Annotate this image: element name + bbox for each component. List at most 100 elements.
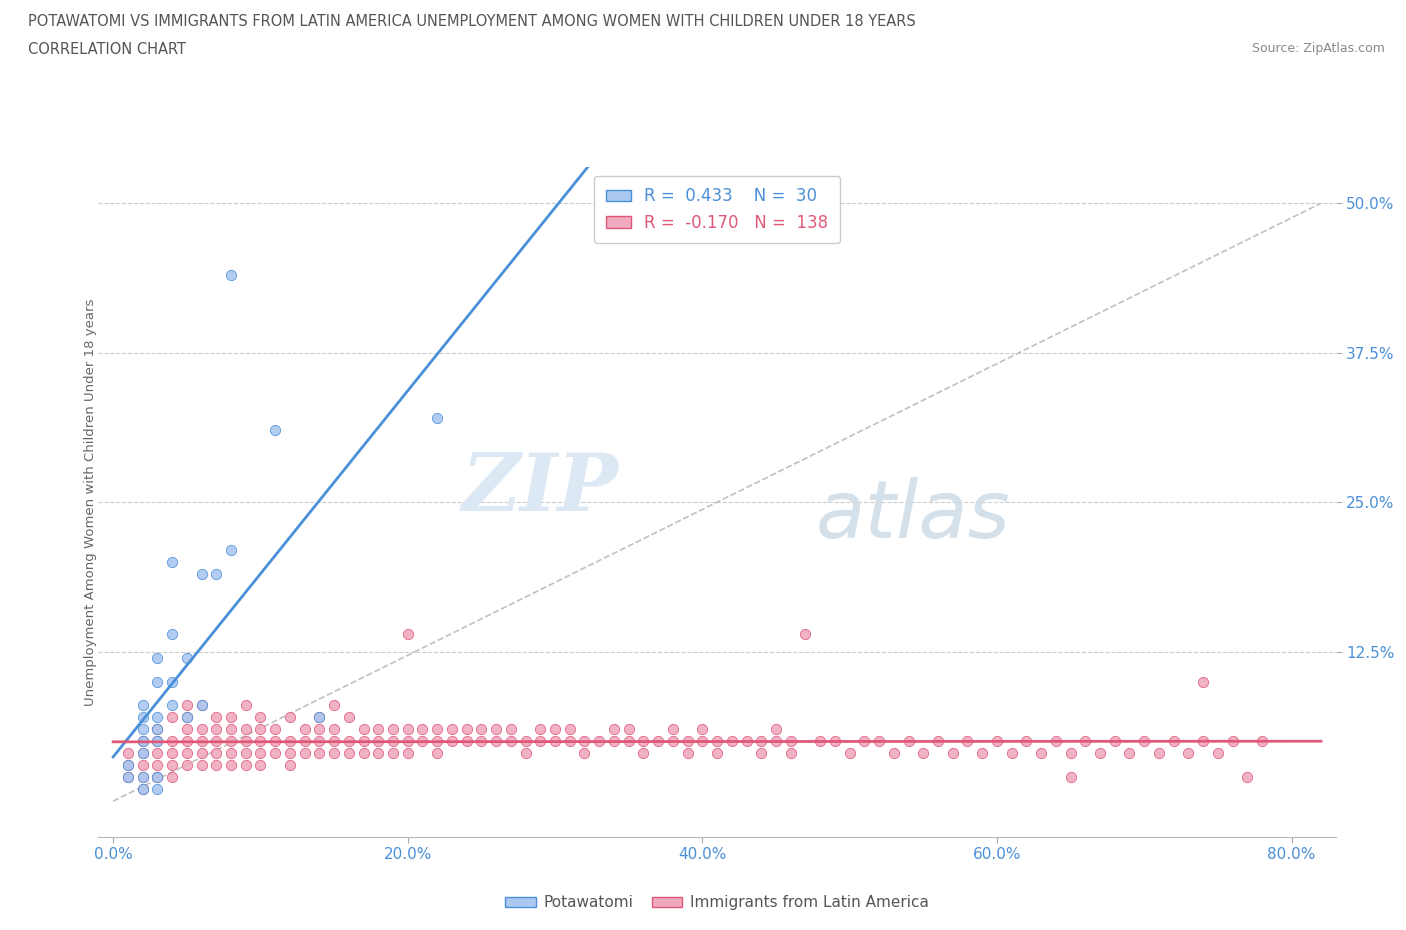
Point [219,746,242,761]
Point [426,722,449,737]
Point [205,566,228,581]
Point [131,746,153,761]
Point [160,746,183,761]
Point [956,734,979,749]
Point [706,734,728,749]
Point [824,734,846,749]
Point [485,734,508,749]
Point [117,770,139,785]
Point [426,734,449,749]
Point [176,746,198,761]
Point [160,626,183,641]
Point [765,722,787,737]
Point [411,722,433,737]
Point [499,722,522,737]
Point [146,722,169,737]
Point [706,746,728,761]
Point [1251,734,1274,749]
Point [249,746,271,761]
Point [235,734,257,749]
Point [515,734,537,749]
Point [353,722,375,737]
Point [131,782,153,797]
Point [294,734,316,749]
Point [367,722,389,737]
Point [1104,734,1126,749]
Point [219,268,242,283]
Point [367,734,389,749]
Point [308,710,330,724]
Point [249,722,271,737]
Point [190,746,212,761]
Point [323,698,346,713]
Point [853,734,876,749]
Point [160,770,183,785]
Point [662,734,685,749]
Point [382,746,405,761]
Point [779,734,801,749]
Point [1133,734,1156,749]
Point [692,722,714,737]
Point [176,710,198,724]
Point [986,734,1008,749]
Point [249,758,271,773]
Point [485,722,508,737]
Point [456,722,478,737]
Point [323,722,346,737]
Point [205,722,228,737]
Point [190,698,212,713]
Point [897,734,920,749]
Point [1059,770,1081,785]
Point [558,722,581,737]
Point [633,734,655,749]
Point [294,722,316,737]
Point [676,734,699,749]
Point [529,734,551,749]
Point [735,734,758,749]
Point [912,746,935,761]
Point [1088,746,1111,761]
Point [1192,734,1215,749]
Point [219,722,242,737]
Point [972,746,994,761]
Point [529,722,551,737]
Point [146,650,169,665]
Text: POTAWATOMI VS IMMIGRANTS FROM LATIN AMERICA UNEMPLOYMENT AMONG WOMEN WITH CHILDR: POTAWATOMI VS IMMIGRANTS FROM LATIN AMER… [28,14,915,29]
Point [278,746,301,761]
Point [588,734,610,749]
Point [160,698,183,713]
Y-axis label: Unemployment Among Women with Children Under 18 years: Unemployment Among Women with Children U… [83,299,97,706]
Point [219,710,242,724]
Point [190,566,212,581]
Point [117,758,139,773]
Point [146,674,169,689]
Point [1074,734,1097,749]
Point [692,734,714,749]
Point [382,734,405,749]
Point [278,710,301,724]
Point [1222,734,1244,749]
Point [160,758,183,773]
Point [470,734,492,749]
Point [499,734,522,749]
Point [617,734,640,749]
Point [219,734,242,749]
Point [353,746,375,761]
Point [146,734,169,749]
Point [942,746,965,761]
Point [131,734,153,749]
Point [411,734,433,749]
Point [1192,674,1215,689]
Point [190,722,212,737]
Text: atlas: atlas [815,476,1011,554]
Point [574,746,596,761]
Point [1029,746,1052,761]
Point [470,722,492,737]
Point [1236,770,1258,785]
Point [249,734,271,749]
Point [426,411,449,426]
Point [146,734,169,749]
Point [337,746,360,761]
Point [1177,746,1199,761]
Point [337,734,360,749]
